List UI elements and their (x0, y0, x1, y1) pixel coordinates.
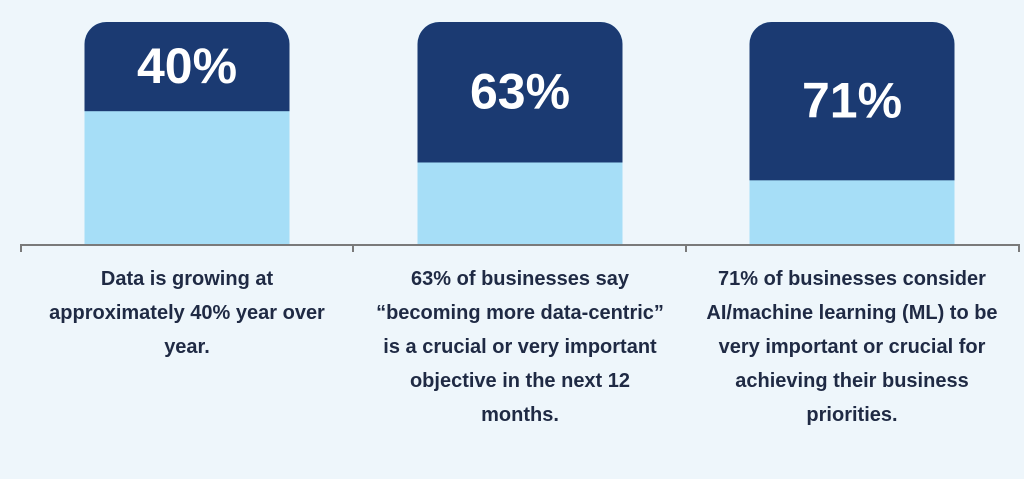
bar-group (84, 22, 290, 245)
category-label: Data is growing at approximately 40% yea… (49, 268, 325, 358)
bar (84, 22, 290, 112)
bar (417, 22, 623, 163)
category-label: 71% of businesses consider AI/machine le… (706, 268, 998, 426)
value-label: 63% (470, 63, 570, 119)
axis (20, 244, 1020, 252)
category-label: 63% of businesses say “becoming more dat… (376, 268, 664, 426)
value-label: 71% (802, 72, 902, 128)
bar-group (749, 22, 955, 245)
bar-group (417, 22, 623, 245)
bar (749, 22, 955, 181)
value-label: 40% (137, 38, 237, 94)
